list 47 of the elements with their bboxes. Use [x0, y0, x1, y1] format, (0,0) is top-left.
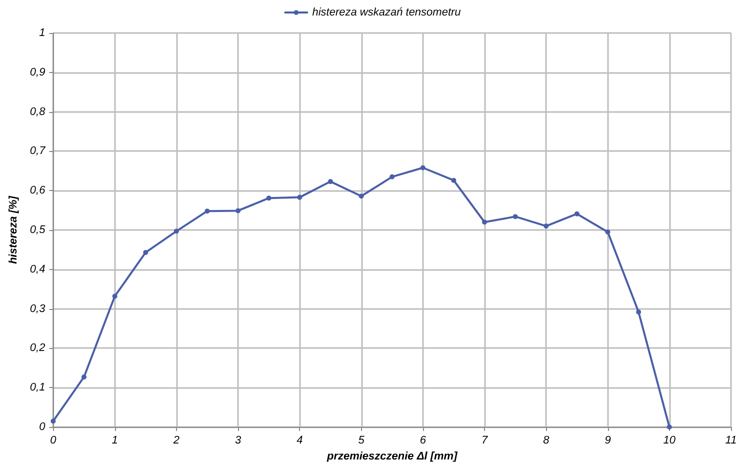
- y-tick-label: 0,1: [30, 382, 46, 394]
- x-tick-label: 5: [358, 434, 366, 446]
- x-tick-label: 1: [112, 434, 118, 446]
- y-axis-title: histereza [%]: [8, 196, 20, 264]
- point: [544, 224, 549, 229]
- y-tick-label: 0,2: [30, 342, 46, 354]
- x-tick-label: 9: [604, 434, 611, 446]
- y-tick-label: 0,9: [30, 66, 46, 78]
- x-tick-label: 4: [296, 434, 303, 446]
- point: [390, 174, 395, 180]
- x-axis-title: przemieszczenie Δl [mm]: [326, 450, 458, 462]
- x-tick-label: 3: [234, 434, 242, 446]
- point: [666, 424, 672, 430]
- point: [50, 418, 56, 424]
- point: [358, 194, 364, 199]
- point: [112, 294, 118, 299]
- y-tick-label: 0,8: [30, 106, 46, 118]
- point: [605, 229, 610, 234]
- x-tick-label: 2: [172, 434, 180, 446]
- point: [574, 211, 580, 216]
- point: [174, 228, 179, 234]
- point: [482, 220, 488, 225]
- legend-label: histereza wskazań tensometru: [312, 6, 461, 18]
- point: [297, 194, 302, 200]
- point: [266, 196, 272, 201]
- x-tick-label: 8: [543, 434, 550, 446]
- y-tick-label: 0: [39, 421, 46, 433]
- y-tick-label: 0,3: [30, 302, 46, 315]
- point: [236, 208, 241, 214]
- y-tick-label: 1: [39, 27, 46, 39]
- x-tick-label: 11: [725, 434, 737, 446]
- point: [636, 309, 642, 314]
- point: [451, 178, 456, 183]
- x-tick-label: 0: [50, 434, 58, 446]
- x-tick-label: 10: [663, 434, 676, 446]
- point: [82, 374, 86, 380]
- y-tick-label: 0,6: [30, 184, 46, 197]
- x-tick-label: 6: [420, 434, 427, 446]
- y-tick-label: 0,7: [30, 145, 46, 158]
- point: [143, 250, 148, 255]
- point: [328, 179, 333, 184]
- y-tick-label: 0,5: [30, 224, 46, 236]
- point: [204, 208, 210, 214]
- y-tick-label: 0,4: [30, 263, 46, 276]
- x-tick-label: 7: [481, 434, 488, 446]
- point: [512, 214, 518, 220]
- point: [420, 165, 426, 170]
